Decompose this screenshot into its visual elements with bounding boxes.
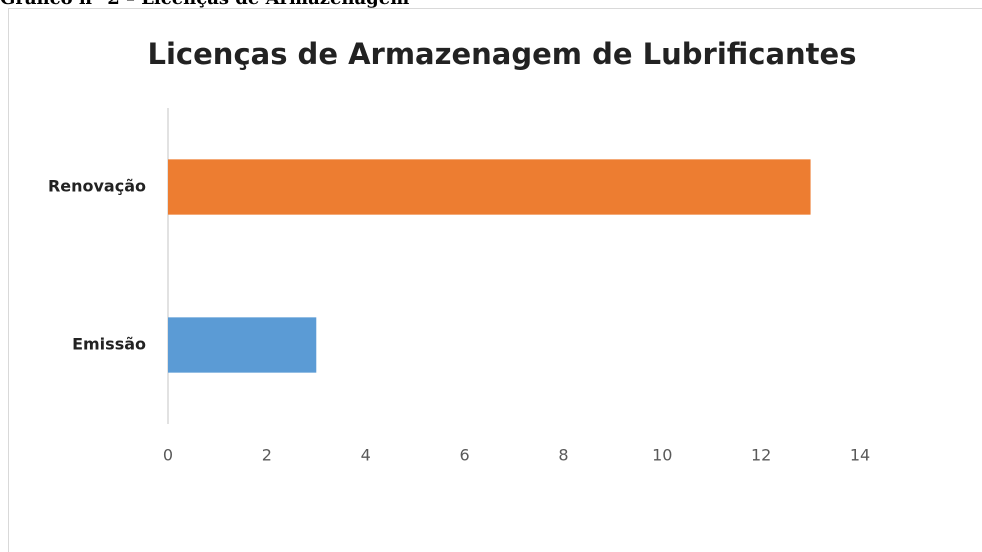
y-tick-label: Renovação: [48, 177, 146, 196]
x-tick-label: 10: [652, 446, 672, 465]
x-tick-label: 12: [751, 446, 771, 465]
chart-title: Licenças de Armazenagem de Lubrificantes: [148, 37, 857, 71]
y-tick-label: Emissão: [72, 335, 146, 354]
x-tick-label: 4: [361, 446, 371, 465]
x-tick-label: 0: [163, 446, 173, 465]
x-tick-label: 6: [459, 446, 469, 465]
caption: Gráfico nº 2 – Licenças de Armazenagem: [0, 0, 409, 9]
x-tick-label: 2: [262, 446, 272, 465]
chart-frame: [8, 8, 982, 552]
bar: [168, 317, 317, 373]
bar: [168, 159, 811, 215]
x-tick-label: 14: [850, 446, 870, 465]
x-tick-label: 8: [558, 446, 568, 465]
